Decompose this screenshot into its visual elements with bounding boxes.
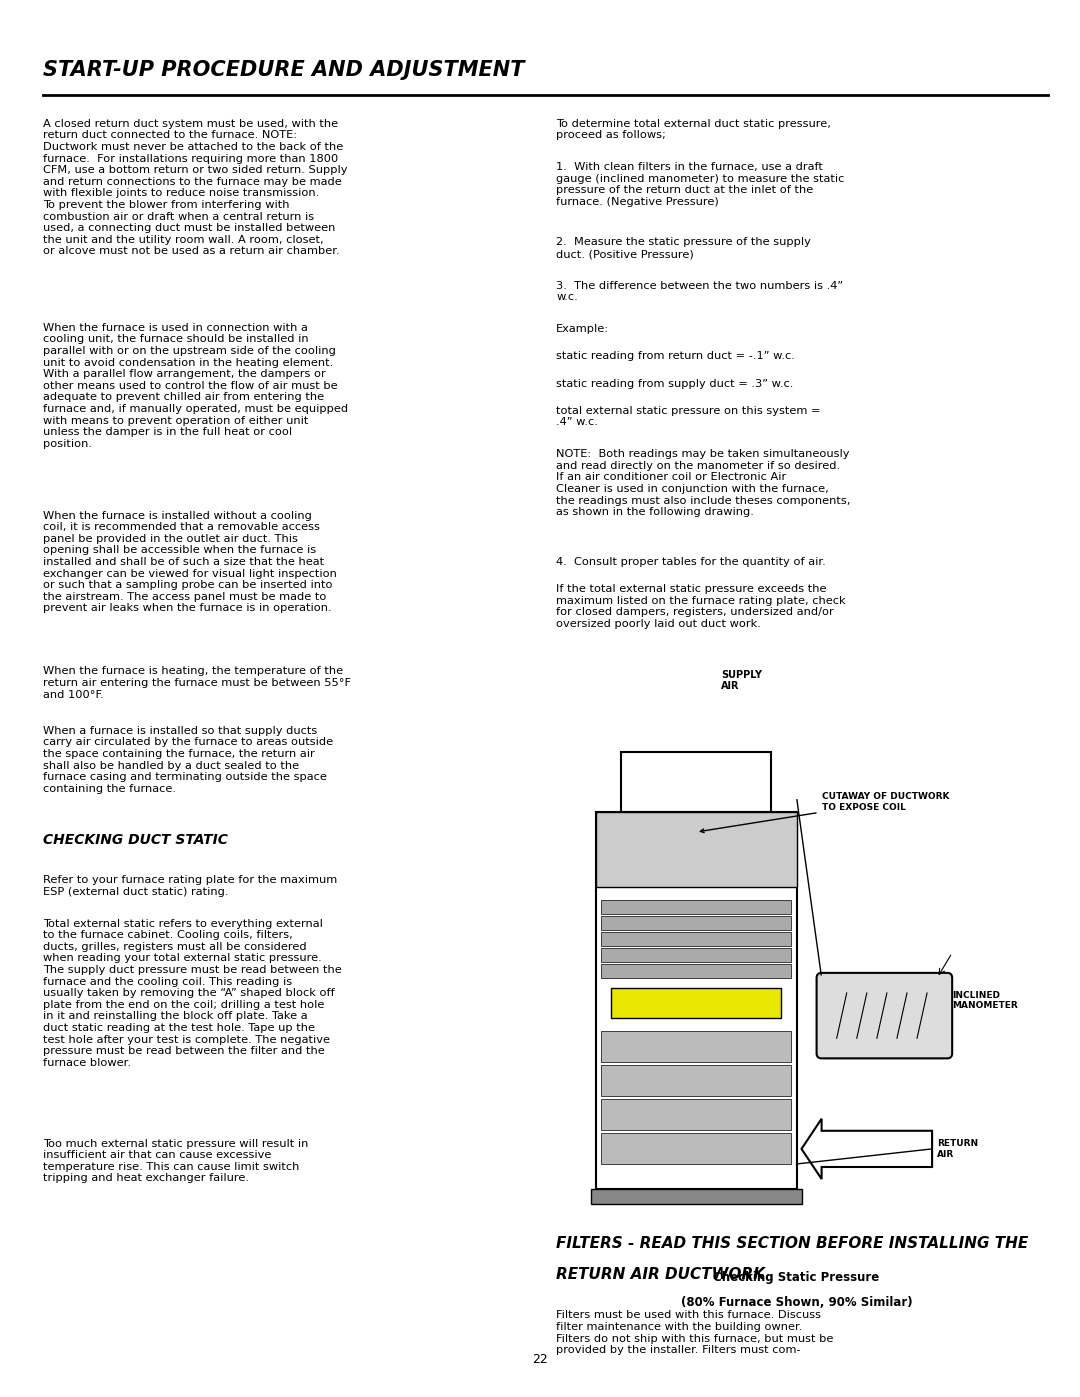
Text: If the total external static pressure exceeds the
maximum listed on the furnace : If the total external static pressure ex… (556, 584, 846, 629)
Text: Too much external static pressure will result in
insufficient air that can cause: Too much external static pressure will r… (43, 1139, 309, 1183)
Text: When a furnace is installed so that supply ducts
carry air circulated by the fur: When a furnace is installed so that supp… (43, 726, 334, 793)
Text: 22: 22 (532, 1354, 548, 1366)
Text: 1.  With clean filters in the furnace, use a draft
gauge (inclined manometer) to: 1. With clean filters in the furnace, us… (556, 162, 845, 207)
FancyArrow shape (801, 1119, 932, 1179)
Bar (596, 812, 797, 887)
Bar (600, 964, 792, 978)
Bar (610, 988, 782, 1018)
Text: FILTERS - READ THIS SECTION BEFORE INSTALLING THE: FILTERS - READ THIS SECTION BEFORE INSTA… (556, 1236, 1028, 1252)
FancyBboxPatch shape (816, 972, 953, 1059)
Text: static reading from supply duct = .3” w.c.: static reading from supply duct = .3” w.… (556, 379, 794, 388)
Bar (600, 1133, 792, 1164)
Text: static reading from return duct = -.1” w.c.: static reading from return duct = -.1” w… (556, 352, 795, 362)
Text: Checking Static Pressure: Checking Static Pressure (714, 1271, 879, 1284)
Bar (670, 814, 677, 849)
Text: RETURN AIR DUCTWORK: RETURN AIR DUCTWORK (556, 1267, 766, 1282)
Text: Refer to your furnace rating plate for the maximum
ESP (external duct static) ra: Refer to your furnace rating plate for t… (43, 875, 337, 897)
Text: When the furnace is heating, the temperature of the
return air entering the furn: When the furnace is heating, the tempera… (43, 666, 351, 700)
Text: INCLINED
MANOMETER: INCLINED MANOMETER (953, 990, 1018, 1010)
Text: RETURN
AIR: RETURN AIR (937, 1139, 978, 1158)
Bar (596, 812, 797, 1189)
Bar (621, 752, 771, 812)
Text: NOTE:  Both readings may be taken simultaneously
and read directly on the manome: NOTE: Both readings may be taken simulta… (556, 450, 851, 517)
Text: total external static pressure on this system =
.4” w.c.: total external static pressure on this s… (556, 405, 821, 427)
Bar (636, 812, 756, 852)
Text: CHECKING DUCT STATIC: CHECKING DUCT STATIC (43, 833, 228, 848)
Bar (700, 814, 707, 849)
Text: A closed return duct system must be used, with the
return duct connected to the : A closed return duct system must be used… (43, 119, 348, 256)
Bar (600, 949, 792, 961)
Text: Filters must be used with this furnace. Discuss
filter maintenance with the buil: Filters must be used with this furnace. … (556, 1310, 834, 1355)
Text: When the furnace is installed without a cooling
coil, it is recommended that a r: When the furnace is installed without a … (43, 511, 337, 613)
Bar (600, 1031, 792, 1062)
Bar (730, 814, 738, 849)
Bar (600, 1098, 792, 1130)
Bar (591, 1189, 801, 1204)
Bar (600, 916, 792, 929)
Text: Total external static refers to everything external
to the furnace cabinet. Cool: Total external static refers to everythi… (43, 919, 342, 1067)
Bar (600, 1065, 792, 1097)
Bar (654, 814, 662, 849)
Text: Example:: Example: (556, 324, 609, 334)
Bar (745, 814, 753, 849)
Bar (715, 814, 723, 849)
Text: To determine total external duct static pressure,
proceed as follows;: To determine total external duct static … (556, 119, 832, 140)
Text: (80% Furnace Shown, 90% Similar): (80% Furnace Shown, 90% Similar) (680, 1296, 913, 1309)
Text: 4.  Consult proper tables for the quantity of air.: 4. Consult proper tables for the quantit… (556, 557, 826, 567)
Bar (600, 900, 792, 914)
Text: START-UP PROCEDURE AND ADJUSTMENT: START-UP PROCEDURE AND ADJUSTMENT (43, 60, 525, 80)
Bar (639, 814, 647, 849)
Text: 3.  The difference between the two numbers is .4”
w.c.: 3. The difference between the two number… (556, 281, 843, 302)
Bar (685, 814, 692, 849)
Text: SUPPLY
AIR: SUPPLY AIR (721, 669, 762, 692)
Text: CUTAWAY OF DUCTWORK
TO EXPOSE COIL: CUTAWAY OF DUCTWORK TO EXPOSE COIL (700, 792, 949, 833)
Bar (600, 932, 792, 946)
Text: 2.  Measure the static pressure of the supply
duct. (Positive Pressure): 2. Measure the static pressure of the su… (556, 237, 811, 258)
Text: When the furnace is used in connection with a
cooling unit, the furnace should b: When the furnace is used in connection w… (43, 323, 349, 448)
